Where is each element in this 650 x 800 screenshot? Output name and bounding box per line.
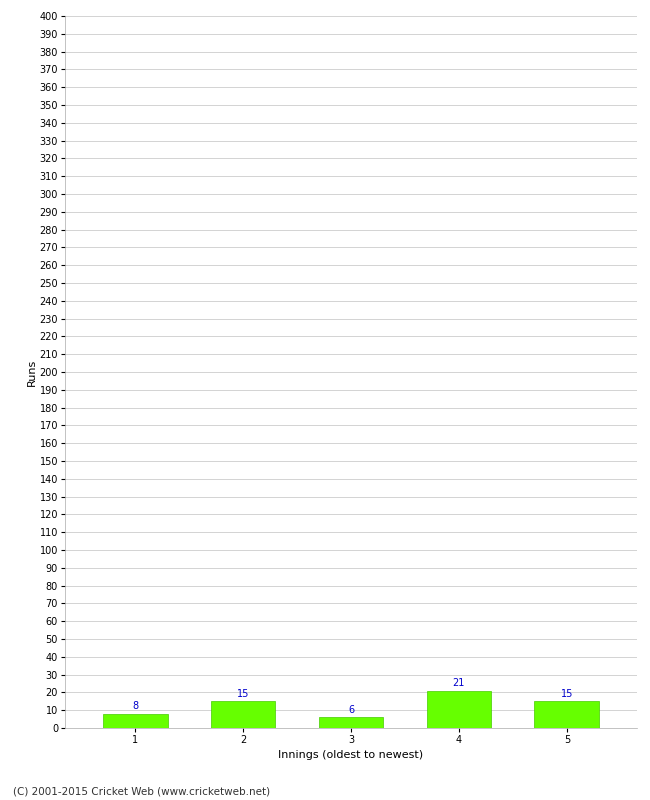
Text: 8: 8 xyxy=(132,701,138,711)
Bar xyxy=(426,690,491,728)
Text: 6: 6 xyxy=(348,705,354,714)
Text: 21: 21 xyxy=(453,678,465,688)
Text: (C) 2001-2015 Cricket Web (www.cricketweb.net): (C) 2001-2015 Cricket Web (www.cricketwe… xyxy=(13,786,270,796)
Bar xyxy=(211,702,276,728)
Bar xyxy=(318,718,384,728)
Text: 15: 15 xyxy=(561,689,573,698)
Text: 15: 15 xyxy=(237,689,249,698)
Y-axis label: Runs: Runs xyxy=(27,358,36,386)
X-axis label: Innings (oldest to newest): Innings (oldest to newest) xyxy=(278,750,424,761)
Bar xyxy=(534,702,599,728)
Bar xyxy=(103,714,168,728)
